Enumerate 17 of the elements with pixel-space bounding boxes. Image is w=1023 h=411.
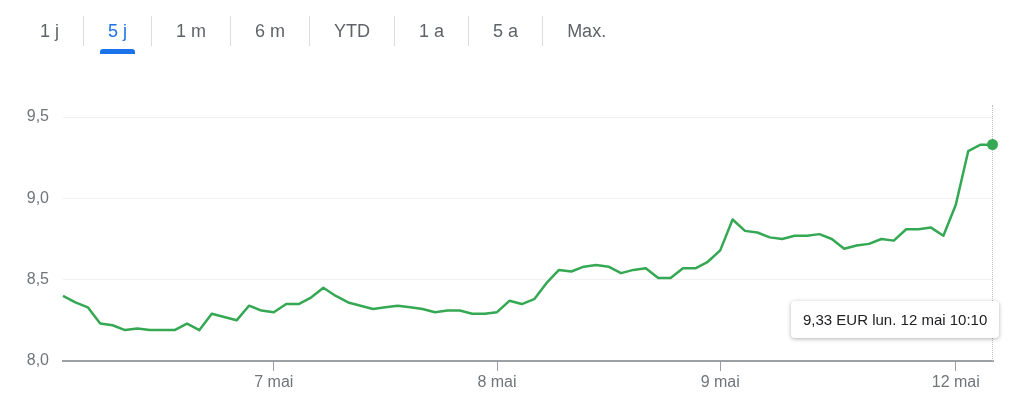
text: 1 m: [152, 16, 232, 46]
text: Max.: [566, 20, 608, 43]
x-tick-label: 9 mai: [700, 373, 740, 391]
text: YTD: [310, 16, 396, 46]
x-tick-label: 8 mai: [477, 373, 517, 391]
text: 1 a: [395, 16, 470, 46]
text: 6 m: [231, 16, 311, 46]
y-tick-label: 8,0: [26, 351, 50, 369]
text: 1 j: [16, 16, 85, 46]
y-tick-label: 8,5: [26, 270, 50, 288]
x-tick-label: 12 mai: [931, 373, 980, 391]
annotation: 9,33 EUR lun. 12 mai 10:10: [791, 301, 1000, 338]
y-tick-label: 9,0: [26, 188, 50, 206]
text: 5 a: [469, 16, 544, 46]
x-tick-label: 7 mai: [254, 373, 294, 391]
text: 5 j: [84, 16, 153, 46]
y-tick-label: 9,5: [26, 107, 50, 125]
